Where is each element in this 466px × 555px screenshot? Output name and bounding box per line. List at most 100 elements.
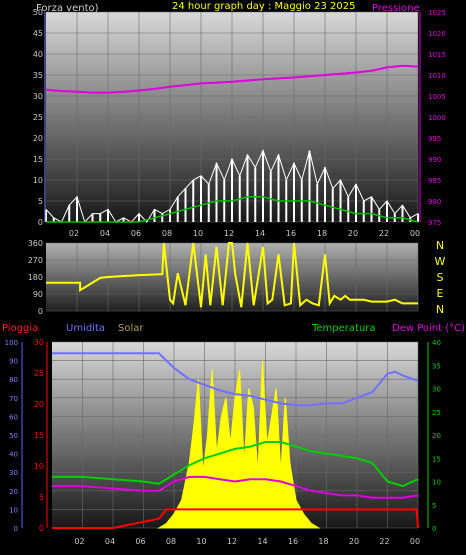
legend-solar: Solar bbox=[118, 323, 144, 334]
y-tick-label: 270 bbox=[28, 256, 43, 265]
x-tick-label: 16 bbox=[288, 537, 298, 546]
y2-tick-label: 1025 bbox=[428, 9, 446, 17]
y-tick-label: 0 bbox=[38, 218, 43, 227]
x-tick-label: 16 bbox=[286, 229, 296, 238]
compass-label: S bbox=[437, 271, 444, 284]
x-tick-label: 18 bbox=[318, 537, 328, 546]
x-tick-label: 14 bbox=[255, 229, 265, 238]
y2-tick-label: 980 bbox=[428, 198, 441, 206]
humidity-tick-label: 20 bbox=[9, 488, 18, 496]
x-tick-label: 10 bbox=[196, 537, 206, 546]
graph-title: 24 hour graph day : Maggio 23 2025 bbox=[172, 1, 355, 12]
compass-label: N bbox=[436, 239, 444, 252]
x-tick-label: 02 bbox=[74, 537, 84, 546]
y-tick-label: 10 bbox=[33, 176, 43, 185]
temp-tick-label: 25 bbox=[432, 409, 441, 417]
rain-line bbox=[52, 508, 419, 529]
humidity-tick-label: 10 bbox=[9, 506, 18, 514]
x-tick-label: 20 bbox=[349, 537, 359, 546]
y2-tick-label: 1010 bbox=[428, 72, 446, 80]
x-tick-label: 12 bbox=[224, 229, 234, 238]
y2-tick-label: 995 bbox=[428, 135, 441, 143]
x-tick-label: 06 bbox=[131, 229, 141, 238]
avg-wind-line bbox=[46, 196, 419, 223]
x-tick-label: 22 bbox=[379, 537, 389, 546]
x-tick-label: 08 bbox=[162, 229, 172, 238]
humidity-tick-label: 90 bbox=[9, 358, 18, 366]
weather-plot bbox=[52, 352, 419, 529]
dewpoint-line bbox=[52, 475, 419, 499]
x-tick-label: 08 bbox=[166, 537, 176, 546]
x-tick-label: 04 bbox=[100, 229, 110, 238]
rain-tick-label: 25 bbox=[34, 369, 44, 378]
rain-tick-label: 10 bbox=[34, 462, 44, 471]
wind-pressure-plot bbox=[45, 64, 419, 223]
humidity-tick-label: 30 bbox=[9, 469, 18, 477]
y-tick-label: 0 bbox=[38, 307, 43, 316]
humidity-tick-label: 100 bbox=[5, 339, 18, 347]
temp-tick-label: 30 bbox=[432, 386, 441, 394]
y-tick-label: 40 bbox=[33, 50, 43, 59]
compass-label: N bbox=[436, 303, 444, 316]
rain-tick-label: 0 bbox=[39, 524, 44, 533]
humidity-tick-label: 60 bbox=[9, 413, 18, 421]
temp-tick-label: 40 bbox=[432, 339, 441, 347]
y2-tick-label: 985 bbox=[428, 177, 441, 185]
gust-line bbox=[45, 149, 419, 223]
x-tick-label: 22 bbox=[379, 229, 389, 238]
y2-tick-label: 1020 bbox=[428, 30, 446, 38]
x-tick-label: 00 bbox=[410, 229, 420, 238]
humidity-tick-label: 80 bbox=[9, 376, 18, 384]
y2-tick-label: 990 bbox=[428, 156, 441, 164]
y-tick-label: 15 bbox=[33, 155, 43, 164]
humidity-tick-label: 0 bbox=[14, 525, 18, 533]
temp-tick-label: 5 bbox=[432, 502, 436, 510]
humidity-tick-label: 70 bbox=[9, 395, 18, 403]
y-tick-label: 5 bbox=[38, 197, 43, 206]
y-tick-label: 360 bbox=[28, 239, 43, 248]
y2-tick-label: 1005 bbox=[428, 93, 446, 101]
x-tick-label: 06 bbox=[135, 537, 145, 546]
x-tick-label: 14 bbox=[257, 537, 267, 546]
temperature-line bbox=[52, 441, 419, 488]
compass-label: W bbox=[435, 255, 446, 268]
rain-tick-label: 15 bbox=[34, 431, 44, 440]
temp-tick-label: 0 bbox=[432, 525, 436, 533]
rain-tick-label: 30 bbox=[34, 338, 44, 347]
temp-tick-label: 20 bbox=[432, 432, 441, 440]
pressure-axis-title: Pressione bbox=[372, 3, 420, 14]
pressure-line bbox=[45, 64, 419, 94]
wind-axis-title: Forza vento) bbox=[36, 3, 99, 14]
humidity-tick-label: 50 bbox=[9, 432, 18, 440]
temp-tick-label: 10 bbox=[432, 479, 441, 487]
y-tick-label: 20 bbox=[33, 134, 43, 143]
legend-humidity: Umidita bbox=[66, 323, 105, 334]
y-tick-label: 180 bbox=[28, 273, 43, 282]
humidity-tick-label: 40 bbox=[9, 451, 18, 459]
rain-tick-label: 20 bbox=[34, 400, 44, 409]
y2-tick-label: 1015 bbox=[428, 51, 446, 59]
y-tick-label: 90 bbox=[33, 290, 43, 299]
y-tick-label: 45 bbox=[33, 29, 43, 38]
x-tick-label: 04 bbox=[105, 537, 115, 546]
y-tick-label: 30 bbox=[33, 92, 43, 101]
x-tick-label: 02 bbox=[69, 229, 79, 238]
legend-temperature: Temperatura bbox=[311, 323, 376, 334]
y-tick-label: 35 bbox=[33, 71, 43, 80]
x-tick-label: 00 bbox=[410, 537, 420, 546]
direction-plot bbox=[46, 242, 418, 308]
legend-rain: Pioggia bbox=[2, 323, 38, 334]
y-tick-label: 50 bbox=[33, 8, 43, 17]
x-tick-label: 18 bbox=[317, 229, 327, 238]
temp-tick-label: 15 bbox=[432, 455, 441, 463]
y-tick-label: 25 bbox=[33, 113, 43, 122]
rain-tick-label: 5 bbox=[39, 493, 44, 502]
x-tick-label: 12 bbox=[227, 537, 237, 546]
x-tick-label: 10 bbox=[193, 229, 203, 238]
direction-line bbox=[46, 242, 418, 308]
axis-labels: 0510152025303540455097598098599099510001… bbox=[5, 8, 446, 546]
humidity-line bbox=[52, 352, 419, 407]
y2-tick-label: 975 bbox=[428, 219, 441, 227]
x-tick-label: 20 bbox=[348, 229, 358, 238]
